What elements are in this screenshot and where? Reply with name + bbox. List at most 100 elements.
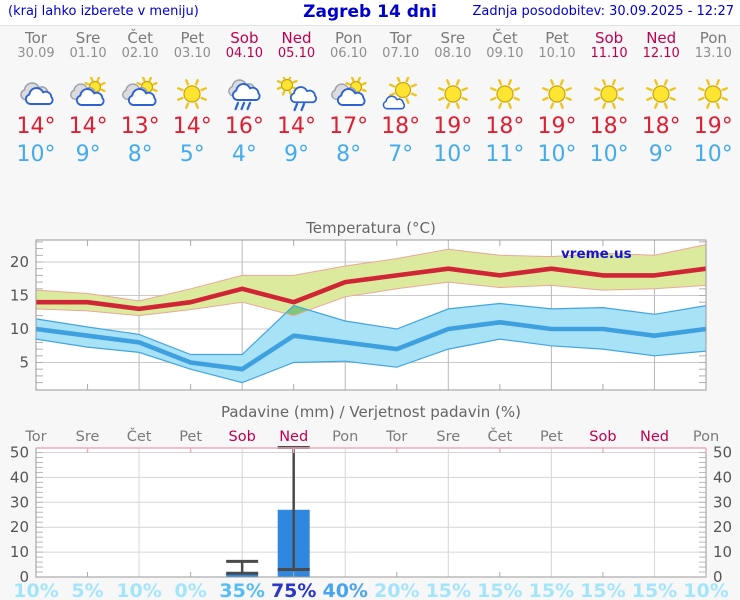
day-date: 04.10 (225, 46, 263, 61)
temp-y-label: 5 (19, 354, 29, 372)
precip-probability: 5% (71, 580, 103, 600)
precip-probability: 35% (219, 580, 264, 600)
partly-cloudy-icon (122, 77, 158, 106)
day-date: 03.10 (173, 46, 211, 61)
precip-day-label: Pet (540, 429, 563, 445)
day-column: Sob 11.10 18° 10° (583, 29, 635, 168)
temp-y-label: 10 (10, 320, 29, 338)
min-temp-band (36, 303, 706, 383)
day-date: 12.10 (642, 46, 680, 61)
day-date: 30.09 (17, 46, 55, 61)
precip-day-label: Pon (693, 429, 719, 445)
temp-plot-area (36, 240, 706, 390)
mostly-sunny-icon (382, 77, 417, 110)
precip-y-label-right: 30 (713, 493, 732, 511)
precip-y-label-right: 0 (713, 568, 723, 586)
day-name: Sob (230, 29, 259, 47)
day-name: Tor (389, 29, 412, 47)
partly-cloudy-icon (70, 77, 106, 106)
day-name: Čet (492, 29, 518, 47)
min-band-edge (35, 302, 707, 356)
sunny-icon (177, 79, 208, 109)
day-max-temp: 18° (381, 114, 421, 139)
menu-hint: (kraj lahko izberete v meniju) (8, 4, 199, 19)
day-max-temp: 17° (329, 114, 369, 139)
precip-probability: 15% (632, 580, 677, 600)
day-column: Čet 02.10 13° 8° (114, 30, 166, 168)
day-date: 01.10 (69, 46, 107, 61)
page-title: Zagreb 14 dni (303, 2, 437, 22)
day-max-temp: 19° (693, 114, 733, 139)
day-name: Sre (440, 29, 466, 47)
day-column: Pet 03.10 14° 5° (166, 29, 218, 168)
day-name: Sob (594, 29, 624, 47)
day-max-temp: 16° (224, 114, 264, 139)
day-name: Pet (180, 29, 205, 47)
day-date: 11.10 (590, 46, 628, 61)
precip-bar (226, 573, 259, 577)
sunny-icon (646, 79, 677, 109)
precip-plot-area (36, 448, 706, 577)
temp-chart-title: Temperatura (°C) (305, 219, 436, 237)
precip-day-label: Sob (589, 429, 616, 445)
sunny-icon (542, 79, 572, 109)
sun-rain-icon (276, 77, 317, 112)
precip-day-label: Sre (76, 429, 100, 445)
day-date: 02.10 (121, 46, 159, 61)
precip-y-label-right: 40 (713, 468, 732, 486)
sunny-icon (489, 79, 520, 109)
day-min-temp: 11° (485, 142, 525, 167)
day-name: Ned (646, 29, 677, 47)
precip-day-label: Pon (332, 429, 358, 445)
precip-day-label: Ned (640, 429, 669, 445)
day-min-temp: 10° (589, 142, 629, 167)
precip-day-label: Ned (279, 429, 308, 445)
day-min-temp: 10° (537, 142, 577, 167)
partly-cloudy-icon (330, 77, 367, 106)
day-date: 09.10 (486, 46, 524, 61)
day-date: 13.10 (694, 46, 732, 61)
day-min-temp: 10° (693, 142, 733, 167)
temp-y-label: 20 (10, 253, 29, 271)
max-band-edge (35, 244, 707, 302)
day-date: 10.10 (538, 46, 576, 61)
day-column: Ned 05.10 14° 9° (271, 30, 323, 167)
precip-y-label-left: 0 (19, 568, 29, 586)
day-date: 08.10 (434, 46, 472, 61)
day-max-temp: 18° (641, 114, 681, 139)
precip-probability: 15% (477, 580, 522, 600)
day-column: Sre 08.10 19° 10° (427, 29, 479, 168)
day-date: 06.10 (329, 46, 368, 61)
rain-icon (228, 79, 261, 111)
precip-probability: 15% (529, 580, 574, 600)
day-max-temp: 18° (589, 114, 629, 139)
precip-probability: 40% (322, 580, 367, 600)
sunny-icon (437, 79, 468, 109)
watermark-link[interactable]: vreme.us (561, 246, 632, 262)
day-max-temp: 14° (68, 114, 108, 139)
max-temp-band (36, 244, 706, 316)
precip-y-label-right: 50 (713, 444, 732, 462)
day-column: Čet 09.10 18° 11° (479, 29, 531, 168)
day-max-temp: 19° (537, 114, 577, 139)
day-column: Pon 06.10 17° 8° (323, 30, 375, 168)
min-band-edge (35, 338, 707, 384)
precip-y-label-left: 30 (10, 493, 29, 511)
precip-day-label: Sre (436, 429, 460, 445)
precip-day-label: Čet (127, 427, 152, 445)
precip-y-label-right: 20 (713, 518, 732, 536)
precip-probability: 0% (174, 580, 206, 600)
max-band-edge (35, 281, 707, 317)
precip-chart-title: Padavine (mm) / Verjetnost padavin (%) (221, 403, 521, 421)
precip-probability: 20% (374, 580, 419, 600)
precip-probability: 10% (116, 580, 161, 600)
precip-bar (277, 509, 310, 577)
day-name: Pet (545, 29, 569, 47)
precip-probability: 15% (426, 580, 471, 600)
day-max-temp: 14° (277, 114, 316, 139)
precip-day-label: Tor (24, 429, 46, 445)
day-min-temp: 9° (75, 142, 101, 167)
day-min-temp: 10° (433, 142, 473, 167)
day-min-temp: 8° (336, 142, 362, 167)
precip-plot-frame (35, 448, 707, 578)
